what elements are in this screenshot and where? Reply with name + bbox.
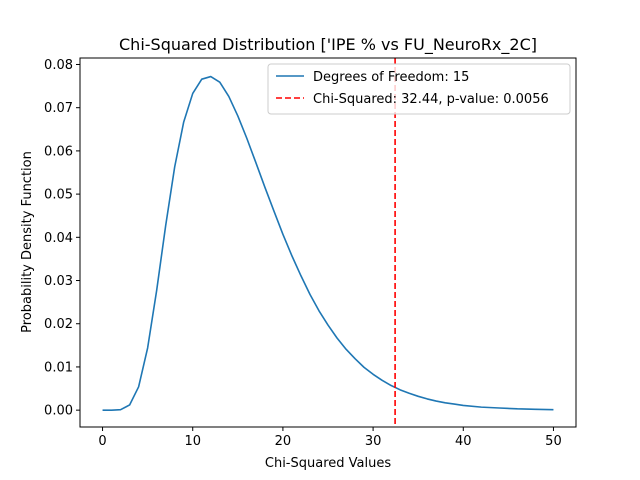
x-tick-label: 30 (365, 434, 382, 449)
legend: Degrees of Freedom: 15 Chi-Squared: 32.4… (267, 63, 571, 115)
x-tick-label: 20 (275, 434, 292, 449)
y-tick-label: 0.01 (44, 360, 73, 375)
y-axis: 0.00 0.01 0.02 0.03 0.04 0.05 0.06 0.07 0.08 (44, 58, 80, 419)
y-tick-label: 0.05 (44, 188, 73, 203)
y-tick-label: 0.00 (44, 404, 73, 419)
y-tick-label: 0.07 (44, 101, 73, 116)
legend-label-pdf: Degrees of Freedom: 15 (313, 70, 469, 85)
y-axis-label: Probability Density Function (20, 151, 35, 333)
pdf-curve (102, 75, 554, 411)
y-tick-label: 0.08 (44, 58, 73, 73)
legend-box (267, 63, 571, 115)
y-tick-label: 0.02 (44, 317, 73, 332)
legend-label-chi-squared: Chi-Squared: 32.44, p-value: 0.0056 (313, 92, 549, 107)
axes-frame (79, 57, 577, 428)
x-tick-label: 10 (184, 434, 201, 449)
y-tick-label: 0.03 (44, 274, 73, 289)
chart-title: Chi-Squared Distribution ['IPE % vs FU_N… (119, 35, 537, 55)
x-tick-label: 50 (545, 434, 562, 449)
y-tick-label: 0.06 (44, 144, 73, 159)
x-axis: 0 10 20 30 40 50 (98, 427, 562, 449)
x-tick-label: 40 (455, 434, 472, 449)
plot-area (102, 58, 554, 427)
y-tick-label: 0.04 (44, 231, 73, 246)
x-axis-label: Chi-Squared Values (265, 456, 391, 471)
x-tick-label: 0 (98, 434, 106, 449)
